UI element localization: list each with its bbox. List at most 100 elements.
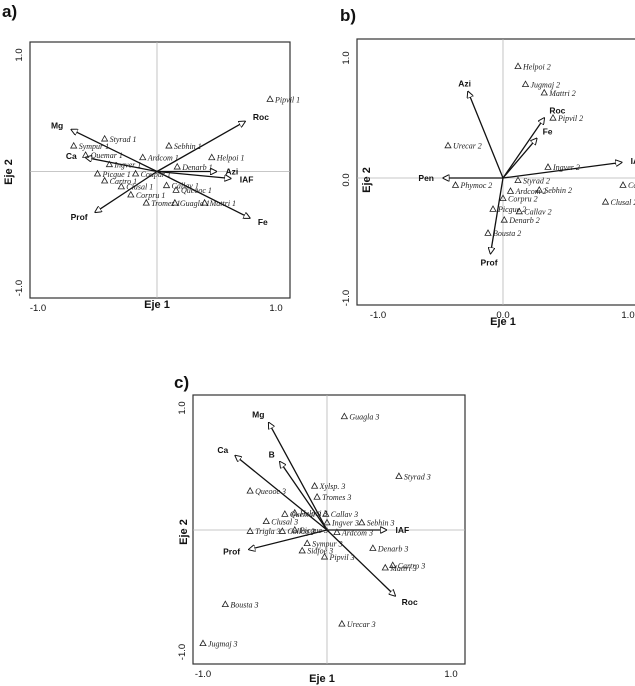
site-label: Trigla 3 [255, 527, 281, 536]
site-label: Pipvil 1 [274, 95, 300, 104]
site-label: Clusal 3 [271, 517, 298, 526]
site-label: Ingver 3 [331, 519, 359, 528]
site-label: Denarb 3 [377, 544, 408, 553]
vector-arrow [502, 138, 537, 179]
site-point [100, 176, 109, 184]
site-point [535, 185, 543, 193]
site-label: Pipvil 3 [329, 553, 355, 562]
site-point [221, 600, 229, 608]
site-point [262, 517, 270, 525]
x-axis-label: Eje 1 [490, 316, 516, 328]
site-point [278, 527, 287, 534]
site-point [500, 215, 508, 223]
panel-label: b) [340, 6, 356, 25]
site-label: Phymoc 2 [460, 181, 493, 190]
site-label: Jugmaj 2 [531, 80, 561, 89]
site-label: Callav 3 [331, 510, 358, 519]
site-point [200, 198, 209, 206]
site-label: Urecar 3 [347, 620, 376, 629]
site-point [81, 151, 90, 158]
site-point [208, 153, 216, 161]
x-tick-label: -1.0 [370, 310, 386, 321]
y-axis-label: Eje 2 [178, 519, 190, 545]
site-label: Collag 3 [287, 527, 315, 536]
site-point [127, 190, 135, 198]
site-label: Styrad 2 [523, 176, 550, 185]
vector-arrow [86, 158, 158, 173]
vector-label: Azi [458, 78, 471, 88]
site-point [444, 141, 452, 149]
site-label: Quemal 3 [290, 510, 321, 519]
site-label: Bousta 2 [493, 229, 521, 238]
site-label: Mattri 1 [209, 199, 236, 208]
vector-label: Azi [226, 167, 239, 177]
x-tick-label: -1.0 [195, 669, 211, 680]
site-label: Jugmaj 3 [208, 639, 238, 648]
vector-arrow [156, 121, 245, 173]
vector-arrow [502, 118, 544, 179]
site-point [310, 482, 319, 489]
x-tick-label: 1.0 [269, 303, 282, 314]
y-axis-label: Eje 2 [361, 167, 373, 193]
site-label: Styrad 3 [404, 472, 431, 481]
site-point [369, 544, 377, 551]
y-axis-label: Eje 2 [3, 159, 15, 185]
site-label: Ingver 2 [552, 163, 580, 172]
site-point [105, 160, 114, 168]
plot-frame [356, 38, 635, 306]
site-point [172, 186, 180, 193]
site-label: Ingver 1 [113, 161, 141, 170]
site-point [199, 639, 207, 647]
site-point [358, 518, 366, 526]
site-label: Denarb 1 [181, 163, 212, 172]
site-label: Picgue 2 [497, 205, 526, 214]
site-label: Denarb 2 [508, 216, 539, 225]
x-tick-label: 1.0 [444, 669, 457, 680]
site-point [246, 527, 254, 534]
site-label: Guagla 1 [180, 199, 210, 208]
vector-arrow [280, 462, 328, 531]
site-point [93, 169, 102, 177]
site-point [521, 80, 530, 87]
site-point [173, 162, 181, 170]
site-label: Clusal 2 [611, 198, 635, 207]
site-point [389, 561, 397, 568]
vector-arrow [156, 170, 250, 219]
y-tick-label: 0.0 [341, 173, 352, 186]
site-label: Coupur 1 [141, 170, 171, 179]
site-label: Sebhin 1 [174, 142, 202, 151]
site-point [246, 486, 254, 494]
site-point [514, 176, 522, 183]
vector-label: Pen [418, 173, 434, 183]
chart-panel-3: c) -1.0 1.0 1.0 -1.0 Eje 1 Eje 2 Mg B Ca IAF Prof Ro… [174, 373, 466, 685]
site-point [100, 134, 109, 142]
site-label: Helpoi 3 [299, 509, 328, 518]
x-tick-label: 1.0 [621, 310, 634, 321]
site-label: Pipvil 2 [557, 114, 583, 123]
site-point [291, 525, 299, 533]
site-point [171, 198, 179, 206]
vector-label: Prof [71, 212, 88, 222]
site-point [619, 181, 627, 188]
vector-arrow [491, 177, 504, 254]
site-label: Sebhin 3 [367, 519, 395, 528]
vector-arrow [502, 162, 622, 179]
vector-arrow [468, 92, 504, 179]
site-point [340, 412, 349, 420]
vector-arrow [269, 423, 328, 531]
site-point [281, 510, 289, 517]
site-point [601, 197, 610, 205]
vector-label: Prof [223, 547, 240, 557]
vector-arrow [95, 170, 158, 213]
site-label: Picgue 1 [102, 170, 131, 179]
vector-arrow [249, 529, 328, 550]
site-point [162, 181, 171, 189]
site-label: Helpoi 2 [522, 62, 551, 71]
panel-label: a) [2, 2, 17, 21]
site-point [338, 619, 346, 627]
site-label: Guagla 3 [349, 413, 379, 422]
site-label: Tromez 1 [151, 199, 180, 208]
site-point [515, 207, 523, 215]
